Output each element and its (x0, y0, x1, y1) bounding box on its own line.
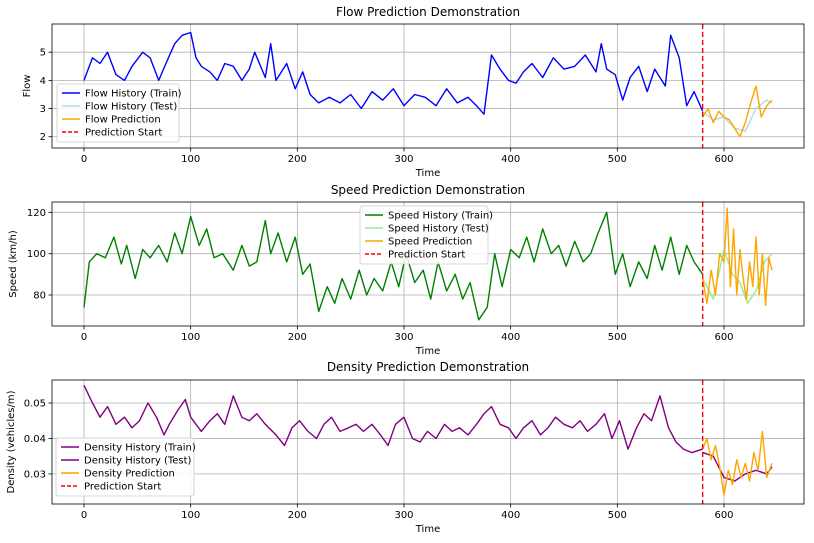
speed-x-tick-label: 400 (501, 332, 520, 343)
density-chart-title: Density Prediction Demonstration (327, 360, 529, 374)
speed-legend-label-1: Speed History (Test) (388, 224, 489, 235)
speed-legend-label-0: Speed History (Train) (388, 211, 493, 222)
flow-series-line-2 (702, 85, 773, 138)
density-x-axis-label: Time (415, 524, 440, 535)
flow-legend-box (56, 83, 180, 143)
speed-y-tick-label: 120 (27, 208, 46, 219)
speed-y-axis-label: Speed (km/h) (8, 230, 19, 298)
flow-y-axis-label: Flow (22, 75, 33, 98)
speed-legend-label-3: Prediction Start (388, 250, 465, 261)
speed-x-tick-label: 500 (608, 332, 627, 343)
density-legend-label-2: Density Prediction (84, 469, 175, 480)
density-legend-label-0: Density History (Train) (84, 443, 196, 454)
density-y-axis-label: Density (vehicles/m) (6, 390, 17, 493)
density-x-tick-label: 600 (714, 510, 733, 521)
flow-x-tick-label: 600 (714, 154, 733, 165)
flow-y-tick-label: 2 (40, 132, 46, 143)
flow-x-tick-label: 200 (288, 154, 307, 165)
flow-plot-area (83, 24, 773, 148)
flow-legend-label-2: Flow Prediction (85, 115, 161, 126)
flow-chart: Flow Prediction Demonstration 0 100 200 300 4… (22, 5, 805, 179)
flow-legend: Flow History (Train) Flow History (Test) F… (56, 83, 182, 143)
speed-x-tick-label: 100 (181, 332, 200, 343)
density-series-line-2 (702, 430, 773, 496)
density-y-tick-label: 0.05 (24, 399, 46, 410)
speed-axes-frame (51, 201, 805, 327)
density-x-tick-label: 0 (81, 510, 87, 521)
flow-chart-title: Flow Prediction Demonstration (336, 5, 520, 19)
flow-legend-label-3: Prediction Start (85, 128, 162, 139)
density-plot-area (83, 380, 773, 504)
flow-x-tick-label: 400 (501, 154, 520, 165)
density-axes-frame (51, 379, 805, 505)
speed-x-tick-label: 300 (394, 332, 413, 343)
speed-y-tick-label: 80 (33, 291, 46, 302)
density-legend-label-1: Density History (Test) (84, 456, 192, 467)
density-x-tick-label: 200 (288, 510, 307, 521)
speed-legend: Speed History (Train) Speed History (Test… (359, 205, 493, 265)
speed-legend-box (359, 205, 489, 265)
density-x-tick-label: 100 (181, 510, 200, 521)
flow-x-tick-label: 0 (81, 154, 87, 165)
flow-x-axis-label: Time (415, 168, 440, 179)
density-legend: Density History (Train) Density History (… (55, 437, 196, 497)
density-series-line-1 (702, 451, 773, 482)
flow-legend-label-0: Flow History (Train) (85, 89, 182, 100)
speed-x-tick-label: 600 (714, 332, 733, 343)
speed-chart: Speed Prediction Demonstration 0 100 200 300… (8, 183, 805, 357)
density-x-tick-label: 500 (608, 510, 627, 521)
flow-x-tick-label: 100 (181, 154, 200, 165)
density-y-tick-label: 0.04 (24, 434, 46, 445)
flow-legend-label-1: Flow History (Test) (85, 102, 177, 113)
density-y-tick-label: 0.03 (24, 469, 46, 480)
flow-x-tick-label: 500 (608, 154, 627, 165)
speed-x-tick-label: 200 (288, 332, 307, 343)
density-chart: Density Prediction Demonstration 0 100 200 3… (6, 360, 805, 535)
flow-axes-frame (51, 23, 805, 149)
flow-y-tick-label: 4 (40, 76, 46, 87)
speed-legend-label-2: Speed Prediction (388, 237, 472, 248)
speed-x-tick-label: 0 (81, 332, 87, 343)
density-x-tick-label: 300 (394, 510, 413, 521)
speed-series-line-2 (702, 207, 773, 306)
flow-y-tick-label: 5 (40, 48, 46, 59)
speed-y-tick-label: 100 (27, 249, 46, 260)
flow-series-line-0 (83, 31, 704, 115)
density-x-tick-label: 400 (501, 510, 520, 521)
speed-x-axis-label: Time (415, 346, 440, 357)
flow-y-tick-label: 3 (40, 104, 46, 115)
density-legend-label-3: Prediction Start (84, 482, 161, 493)
density-series-line-0 (83, 384, 703, 454)
flow-x-tick-label: 300 (394, 154, 413, 165)
speed-chart-title: Speed Prediction Demonstration (331, 183, 525, 197)
density-legend-box (55, 437, 195, 497)
